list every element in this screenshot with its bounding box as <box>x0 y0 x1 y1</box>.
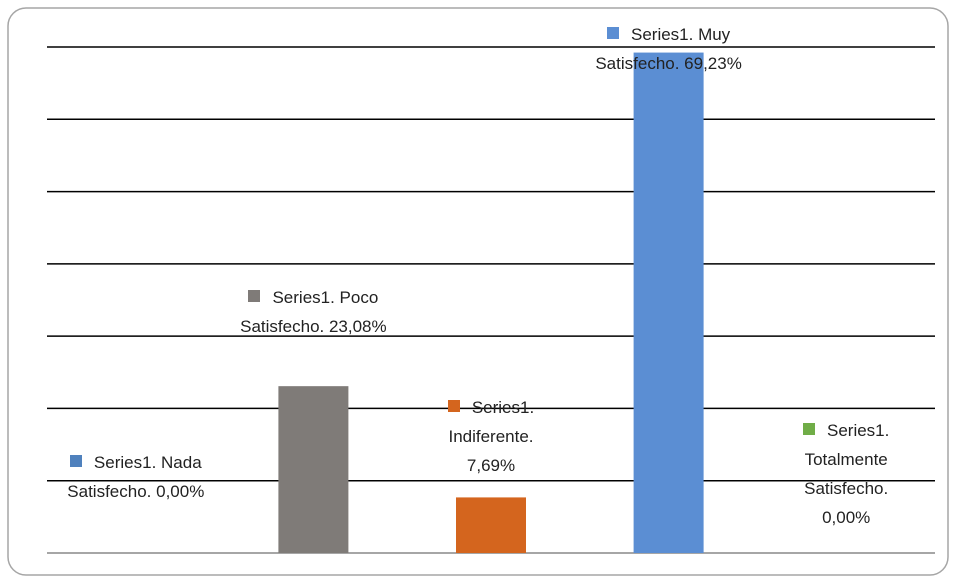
data-label: Series1. Indiferente. 7,69% <box>424 393 559 480</box>
label-text: Series1. Poco Satisfecho. 23,08% <box>240 288 387 336</box>
label-text: Series1. Indiferente. 7,69% <box>448 398 535 475</box>
label-key <box>248 290 261 302</box>
data-label: Series1. Totalmente Satisfecho. 0,00% <box>779 416 914 532</box>
label-key <box>447 400 460 412</box>
label-key <box>69 455 82 467</box>
bar <box>633 52 704 553</box>
label-text: Series1. Totalmente Satisfecho. 0,00% <box>804 421 890 527</box>
label-text: Series1. Muy Satisfecho. 69,23% <box>595 25 742 73</box>
data-label: Series1. Muy Satisfecho. 69,23% <box>581 20 756 78</box>
label-key <box>606 27 619 39</box>
label-text: Series1. Nada Satisfecho. 0,00% <box>67 453 205 501</box>
data-label: Series1. Nada Satisfecho. 0,00% <box>48 448 223 506</box>
chart-border <box>7 7 949 576</box>
bar <box>456 497 526 553</box>
data-label: Series1. Poco Satisfecho. 23,08% <box>226 283 401 341</box>
label-key <box>803 423 815 435</box>
bar <box>278 386 349 553</box>
